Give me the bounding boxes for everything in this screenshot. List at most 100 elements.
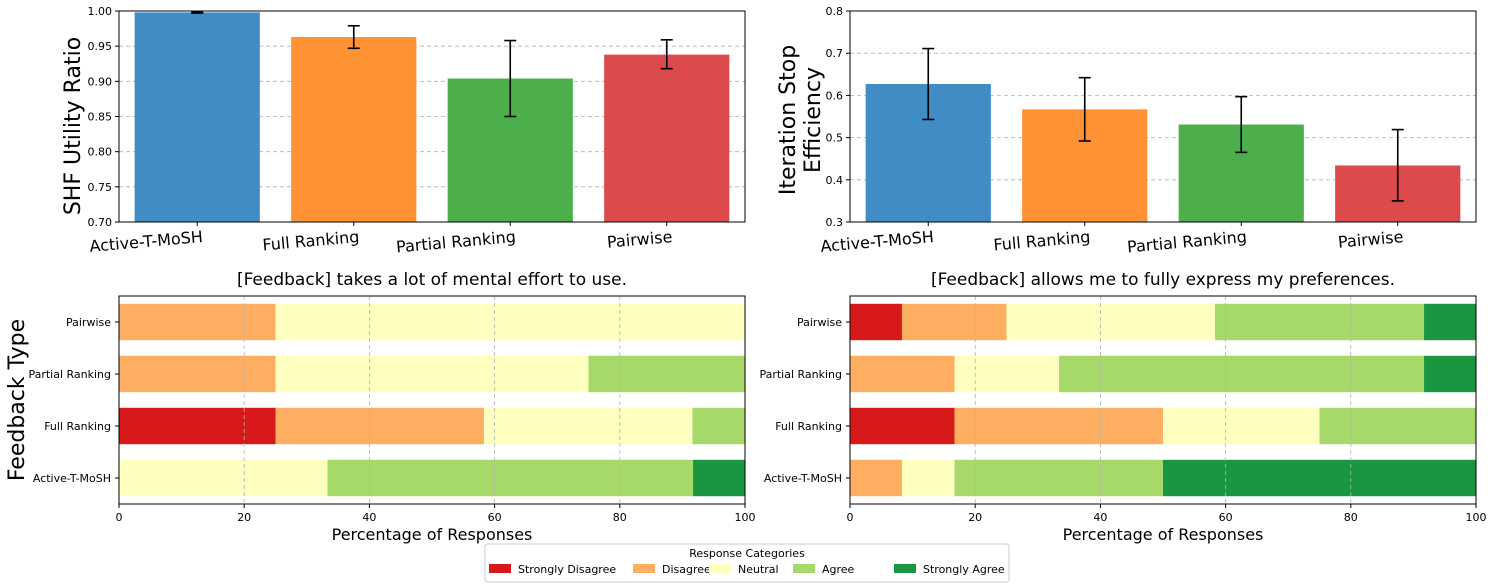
- legend-swatch-disagree: [633, 564, 655, 573]
- x-tick-label-partial-ranking: Partial Ranking: [395, 227, 516, 256]
- segment-full-ranking-strongly-disagree: [850, 407, 955, 445]
- segment-pairwise-strongly-disagree: [850, 303, 902, 341]
- plot-frame: [849, 10, 1477, 223]
- y-tick-label-partial-ranking: Partial Ranking: [759, 368, 842, 381]
- y-tick-label: 0.80: [88, 146, 113, 159]
- segment-partial-ranking-neutral: [275, 355, 589, 393]
- legend: Response Categories Strongly Disagree Dis…: [484, 543, 1010, 583]
- y-axis-label: SHF Utility Ratio: [61, 37, 86, 215]
- y-tick-label: 0.85: [88, 111, 113, 124]
- bar-full-ranking: [291, 37, 417, 223]
- x-tick-label: 40: [1093, 511, 1107, 524]
- y-tick-label-active-t-mosh: Active-T-MoSH: [33, 472, 111, 485]
- segment-partial-ranking-disagree: [119, 355, 276, 393]
- segment-active-t-mosh-strongly-agree: [693, 459, 745, 497]
- x-tick-label-full-ranking: Full Ranking: [262, 227, 360, 254]
- y-tick-label-full-ranking: Full Ranking: [44, 420, 111, 433]
- bar-pairwise: [604, 54, 730, 223]
- y-tick-label-active-t-mosh: Active-T-MoSH: [764, 472, 842, 485]
- segment-full-ranking-agree: [1319, 407, 1476, 445]
- y-tick-label: 0.7: [826, 47, 844, 60]
- legend-swatch-agree: [793, 564, 815, 573]
- x-tick-label-partial-ranking: Partial Ranking: [1126, 227, 1247, 256]
- segment-pairwise-strongly-agree: [1424, 303, 1476, 341]
- legend-swatch-neutral: [709, 564, 731, 573]
- x-tick-label: 20: [237, 511, 251, 524]
- segment-full-ranking-neutral: [483, 407, 693, 445]
- x-tick-label: 60: [488, 511, 502, 524]
- x-tick-label: 100: [735, 511, 756, 524]
- segment-partial-ranking-strongly-agree: [1424, 355, 1476, 393]
- x-tick-label-active-t-mosh: Active-T-MoSH: [820, 227, 935, 256]
- bar-active-t-mosh: [134, 12, 260, 223]
- x-tick-label: 40: [362, 511, 376, 524]
- segment-partial-ranking-agree: [588, 355, 745, 393]
- segment-pairwise-neutral: [275, 303, 745, 341]
- y-tick-label: 0.90: [88, 75, 113, 88]
- segment-full-ranking-disagree: [954, 407, 1163, 445]
- segment-active-t-mosh-neutral: [119, 459, 328, 497]
- chart-title: [Feedback] takes a lot of mental effort …: [237, 270, 627, 290]
- legend-label-strongly-agree: Strongly Agree: [923, 563, 1005, 576]
- legend-frame: [484, 543, 1010, 583]
- y-tick-label: 0.95: [88, 40, 113, 53]
- x-tick-label: 0: [847, 511, 854, 524]
- segment-active-t-mosh-agree: [954, 459, 1163, 497]
- y-tick-label-full-ranking: Full Ranking: [775, 420, 842, 433]
- legend-swatch-strongly-disagree: [489, 564, 511, 573]
- y-tick-label: 1.00: [88, 5, 113, 18]
- y-tick-label: 0.8: [826, 5, 844, 18]
- segment-full-ranking-neutral: [1163, 407, 1320, 445]
- y-axis-label-line-2: Efficiency: [801, 67, 826, 173]
- plot-frame: [118, 295, 746, 505]
- segment-pairwise-agree: [1214, 303, 1425, 341]
- y-tick-label: 0.4: [826, 174, 844, 187]
- x-axis-label: Percentage of Responses: [1063, 525, 1264, 544]
- legend-label-disagree: Disagree: [662, 563, 711, 576]
- segment-partial-ranking-agree: [1059, 355, 1425, 393]
- iteration-stop-efficiency-chart: 0.3 0.4 0.5 0.6 0.7 0.8 Active-T-MoSH Full Ran…: [776, 5, 1477, 256]
- legend-label-agree: Agree: [822, 563, 855, 576]
- legend-title: Response Categories: [689, 547, 805, 560]
- legend-label-neutral: Neutral: [738, 563, 779, 576]
- x-tick-label: 0: [116, 511, 123, 524]
- express-preferences-chart: [Feedback] allows me to fully express my…: [759, 270, 1486, 544]
- y-axis-label-line-1: Iteration Stop: [776, 45, 801, 195]
- y-tick-label: 0.3: [826, 216, 844, 229]
- y-tick-label-pairwise: Pairwise: [66, 316, 111, 329]
- y-tick-label: 0.5: [826, 132, 844, 145]
- x-tick-label: 100: [1466, 511, 1487, 524]
- x-tick-label-active-t-mosh: Active-T-MoSH: [89, 227, 204, 256]
- x-tick-label: 60: [1219, 511, 1233, 524]
- y-tick-label: 0.6: [826, 89, 844, 102]
- x-tick-label-pairwise: Pairwise: [606, 227, 673, 252]
- segment-pairwise-disagree: [901, 303, 1007, 341]
- chart-title: [Feedback] allows me to fully express my…: [931, 270, 1395, 290]
- y-tick-label: 0.75: [88, 181, 113, 194]
- segment-pairwise-neutral: [1006, 303, 1215, 341]
- segment-active-t-mosh-agree: [327, 459, 694, 497]
- x-tick-label: 80: [1344, 511, 1358, 524]
- segment-full-ranking-agree: [692, 407, 745, 445]
- segment-active-t-mosh-strongly-agree: [1163, 459, 1476, 497]
- y-tick-label-pairwise: Pairwise: [797, 316, 842, 329]
- utility-ratio-chart: 0.70 0.75 0.80 0.85 0.90 0.95 1.00 Active-T-Mo…: [61, 5, 746, 256]
- x-axis-label: Percentage of Responses: [332, 525, 533, 544]
- segment-pairwise-disagree: [119, 303, 276, 341]
- legend-swatch-strongly-agree: [894, 564, 916, 573]
- segment-full-ranking-disagree: [275, 407, 484, 445]
- segment-full-ranking-strongly-disagree: [119, 407, 276, 445]
- mental-effort-chart: [Feedback] takes a lot of mental effort …: [5, 270, 756, 544]
- x-tick-label-pairwise: Pairwise: [1337, 227, 1404, 252]
- segment-active-t-mosh-disagree: [850, 459, 902, 497]
- y-tick-label: 0.70: [88, 216, 113, 229]
- y-axis-label: Feedback Type: [5, 319, 30, 481]
- segment-partial-ranking-disagree: [850, 355, 955, 393]
- segment-partial-ranking-neutral: [954, 355, 1060, 393]
- x-tick-label: 20: [968, 511, 982, 524]
- segment-active-t-mosh-neutral: [901, 459, 955, 497]
- legend-label-strongly-disagree: Strongly Disagree: [518, 563, 616, 576]
- x-tick-label: 80: [613, 511, 627, 524]
- x-tick-label-full-ranking: Full Ranking: [993, 227, 1091, 254]
